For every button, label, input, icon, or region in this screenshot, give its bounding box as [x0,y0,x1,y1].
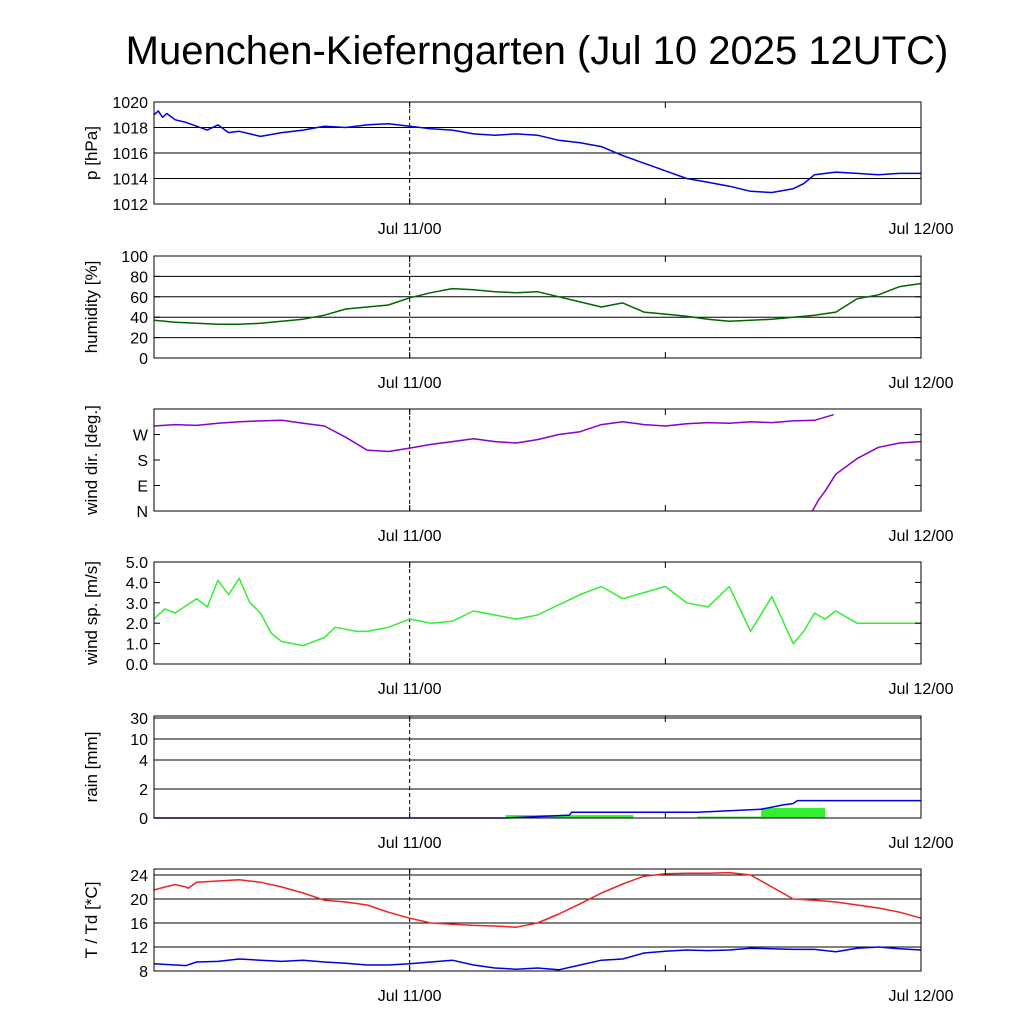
wind_direction-x-tick-label: Jul 12/00 [889,528,954,545]
wind_direction-y-tick-label: N [136,504,148,521]
rain-frame [153,715,922,819]
humidity-y-tick-label: 60 [130,290,148,307]
temperature-y-tick-label: 16 [130,916,148,933]
temperature-y-tick-label: 24 [130,868,148,885]
rain-y-axis-label: rain [mm] [82,732,101,803]
wind_direction-series-1 [811,440,922,512]
humidity-frame [153,255,922,359]
rain-y-tick-label: 30 [130,711,148,728]
temperature-series-0 [153,871,922,928]
wind_speed-x-tick-label: Jul 12/00 [889,681,954,698]
rain-bar [697,816,762,818]
temperature-y-tick-label: 8 [139,964,148,981]
temperature-frame [153,868,922,972]
humidity-series-0 [153,282,922,326]
wind_speed-series-0 [153,577,921,647]
pressure-y-tick-label: 1016 [112,146,148,163]
pressure-x-tick-label: Jul 12/00 [889,221,954,238]
wind_speed-y-tick-label: 0.0 [126,657,148,674]
humidity-x-tick-label: Jul 12/00 [889,375,954,392]
wind_speed-frame [153,561,922,665]
temperature-y-tick-label: 12 [130,940,148,957]
pressure-y-tick-label: 1014 [112,172,148,189]
wind_speed-y-tick-label: 4.0 [126,575,148,592]
rain-bar [569,815,634,818]
wind_speed-y-tick-label: 5.0 [126,555,148,572]
humidity-y-tick-label: 100 [121,249,148,266]
rain-y-tick-label: 0 [139,811,148,828]
wind_direction-x-tick-label: Jul 11/00 [378,528,442,545]
humidity-y-tick-label: 40 [130,310,148,327]
rain-x-tick-label: Jul 11/00 [378,835,442,852]
pressure-y-axis-label: p [hPa] [82,126,101,180]
wind_speed-x-tick-label: Jul 11/00 [378,681,442,698]
wind_direction-y-tick-label: W [133,428,149,445]
pressure-series-0 [153,110,921,194]
temperature-x-tick-label: Jul 12/00 [889,988,954,1005]
temperature-x-tick-label: Jul 11/00 [378,988,442,1005]
rain-y-tick-label: 10 [130,732,148,749]
temperature-y-axis-label: T / Td [*C] [82,882,101,959]
wind_direction-y-tick-label: S [137,453,148,470]
pressure-x-tick-label: Jul 11/00 [378,221,442,238]
wind_speed-y-tick-label: 3.0 [126,596,148,613]
wind_speed-y-tick-label: 1.0 [126,637,148,654]
wind_direction-y-tick-label: E [137,479,148,496]
humidity-y-tick-label: 80 [130,269,148,286]
pressure-y-tick-label: 1020 [112,95,148,112]
humidity-y-axis-label: humidity [%] [82,261,101,354]
humidity-y-tick-label: 0 [139,351,148,368]
wind_direction-series-0 [153,413,834,453]
rain-panel: 0 2 4 10 30 rain [mm] Jul 11/00 Jul 12/00 [82,711,954,852]
rain-x-tick-label: Jul 12/00 [889,835,954,852]
pressure-panel: 1012 1014 1016 1018 1020 p [hPa] Jul 11/00 Jul … [82,95,954,238]
rain-bar [761,807,826,818]
rain-y-tick-label: 4 [139,753,148,770]
temperature-panel: 8 12 16 20 24 T / Td [*C] Jul 11/00 Jul 12/00 [82,868,954,1005]
humidity-y-tick-label: 20 [130,331,148,348]
wind_speed-y-tick-label: 2.0 [126,616,148,633]
pressure-y-tick-label: 1012 [112,197,148,214]
temperature-y-tick-label: 20 [130,892,148,909]
humidity-panel: 0 20 40 60 80 100 humidity [%] Jul 11/00 Jul 12/… [82,249,954,392]
temperature-series-1 [153,946,922,971]
chart-title: Muenchen-Kieferngarten (Jul 10 2025 12UT… [126,29,949,73]
rain-series-0 [154,799,921,819]
wind_speed-panel: 0.0 1.0 2.0 3.0 4.0 5.0 wind sp. [m/s] Jul 11/0… [82,555,954,698]
pressure-y-tick-label: 1018 [112,121,148,138]
rain-y-tick-label: 2 [139,782,148,799]
humidity-x-tick-label: Jul 11/00 [378,375,442,392]
wind_speed-y-axis-label: wind sp. [m/s] [82,561,101,666]
wind_direction-y-axis-label: wind dir. [deg.] [82,405,101,516]
